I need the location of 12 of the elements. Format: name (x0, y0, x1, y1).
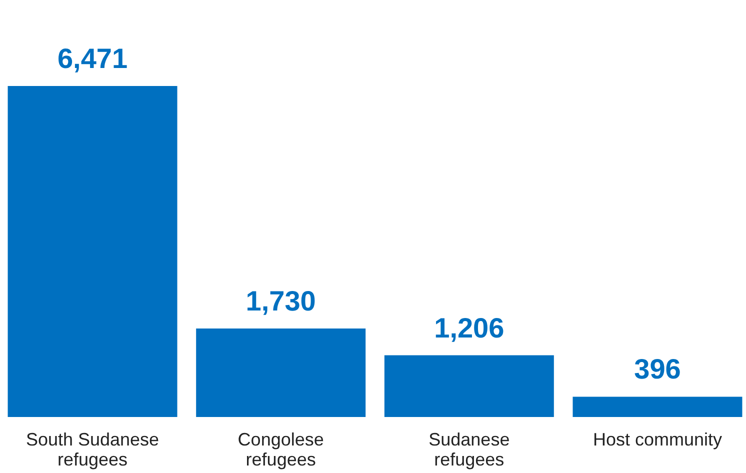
x-tick-label: Sudanese refugees (428, 430, 510, 470)
x-tick-label: South Sudanese refugees (26, 430, 160, 470)
bar (196, 328, 366, 417)
x-tick-label: Host community (592, 430, 722, 450)
data-label: 1,730 (246, 286, 316, 317)
bar (384, 355, 554, 417)
data-label: 1,206 (434, 312, 504, 344)
data-label: 6,471 (57, 43, 128, 74)
bar (572, 396, 742, 417)
bar (8, 86, 178, 417)
data-label: 396 (634, 354, 681, 385)
x-tick-label: Congolese refugees (238, 430, 324, 470)
